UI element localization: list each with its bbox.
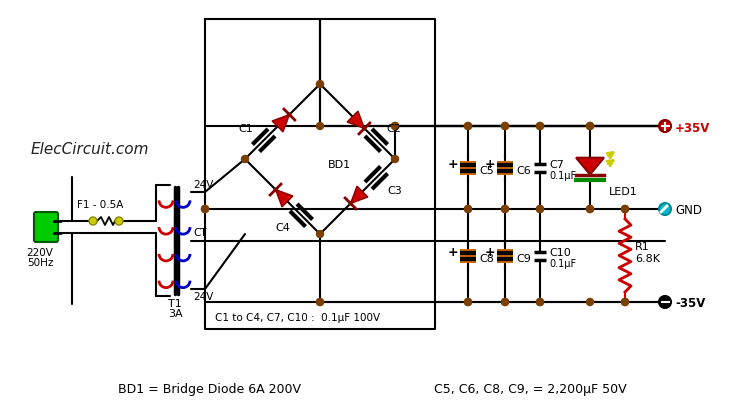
Circle shape [659, 121, 671, 133]
Circle shape [115, 218, 123, 225]
Circle shape [464, 123, 472, 130]
Text: F1 - 0.5A: F1 - 0.5A [76, 200, 123, 209]
Bar [460, 249, 476, 263]
Text: 0.1μF: 0.1μF [549, 171, 576, 181]
Text: C1 to C4, C7, C10 :  0.1μF 100V: C1 to C4, C7, C10 : 0.1μF 100V [215, 312, 380, 322]
Text: 6.8K: 6.8K [635, 254, 660, 264]
Circle shape [316, 81, 323, 88]
Circle shape [536, 123, 544, 130]
Circle shape [622, 206, 628, 213]
Text: +: + [484, 245, 495, 258]
Circle shape [316, 231, 323, 238]
Circle shape [502, 123, 509, 130]
Circle shape [202, 206, 208, 213]
Text: C5: C5 [479, 166, 494, 176]
Circle shape [316, 299, 323, 306]
Polygon shape [272, 115, 290, 133]
Circle shape [464, 299, 472, 306]
Bar [497, 161, 513, 175]
Circle shape [622, 299, 628, 306]
Circle shape [659, 296, 671, 308]
Circle shape [502, 299, 509, 306]
Text: BD1: BD1 [328, 160, 351, 170]
Circle shape [392, 156, 398, 163]
Text: T1: T1 [168, 298, 182, 308]
Text: GND: GND [675, 204, 702, 217]
Text: CT: CT [193, 228, 206, 238]
Text: 24V: 24V [193, 291, 213, 301]
Circle shape [659, 204, 671, 216]
Text: 0.1μF: 0.1μF [549, 259, 576, 269]
Text: +35V: +35V [675, 121, 710, 134]
Text: +: + [447, 157, 458, 171]
Circle shape [586, 299, 593, 306]
Text: C2: C2 [387, 124, 402, 134]
Circle shape [89, 218, 97, 225]
Polygon shape [275, 190, 293, 207]
Circle shape [622, 299, 628, 306]
Text: C7: C7 [549, 160, 564, 170]
Circle shape [464, 206, 472, 213]
Circle shape [464, 206, 472, 213]
Text: 50Hz: 50Hz [27, 257, 53, 267]
Polygon shape [347, 112, 364, 129]
Text: C8: C8 [479, 254, 494, 264]
Text: C5, C6, C8, C9, = 2,200μF 50V: C5, C6, C8, C9, = 2,200μF 50V [433, 382, 626, 396]
Circle shape [622, 206, 628, 213]
Circle shape [536, 206, 544, 213]
Circle shape [316, 299, 323, 306]
Circle shape [502, 206, 509, 213]
Text: C4: C4 [276, 223, 291, 233]
Circle shape [464, 299, 472, 306]
Text: 220V: 220V [26, 247, 53, 257]
Circle shape [202, 206, 208, 213]
Text: C9: C9 [516, 254, 531, 264]
Circle shape [586, 123, 593, 130]
Circle shape [464, 123, 472, 130]
Text: C1: C1 [238, 124, 253, 134]
Circle shape [392, 123, 398, 130]
Circle shape [502, 299, 509, 306]
Circle shape [242, 156, 248, 163]
Text: R1: R1 [635, 242, 650, 252]
Text: C6: C6 [516, 166, 531, 176]
Text: 24V: 24V [193, 180, 213, 189]
Bar [460, 161, 476, 175]
Circle shape [586, 206, 593, 213]
FancyBboxPatch shape [34, 213, 58, 243]
Circle shape [502, 123, 509, 130]
Polygon shape [350, 187, 368, 204]
Bar [497, 249, 513, 263]
Polygon shape [576, 158, 604, 175]
Circle shape [536, 299, 544, 306]
Text: -35V: -35V [675, 297, 705, 310]
Text: C3: C3 [387, 185, 402, 195]
Text: C10: C10 [549, 248, 571, 258]
Circle shape [502, 206, 509, 213]
Circle shape [586, 206, 593, 213]
Text: LED1: LED1 [609, 187, 638, 197]
Text: 3A: 3A [168, 308, 183, 318]
Text: +: + [447, 245, 458, 258]
Circle shape [536, 299, 544, 306]
Text: +: + [484, 157, 495, 171]
Circle shape [316, 123, 323, 130]
Circle shape [536, 206, 544, 213]
Circle shape [392, 123, 398, 130]
Text: ElecCircuit.com: ElecCircuit.com [31, 142, 149, 157]
Circle shape [536, 123, 544, 130]
Circle shape [586, 123, 593, 130]
Text: BD1 = Bridge Diode 6A 200V: BD1 = Bridge Diode 6A 200V [118, 382, 302, 396]
